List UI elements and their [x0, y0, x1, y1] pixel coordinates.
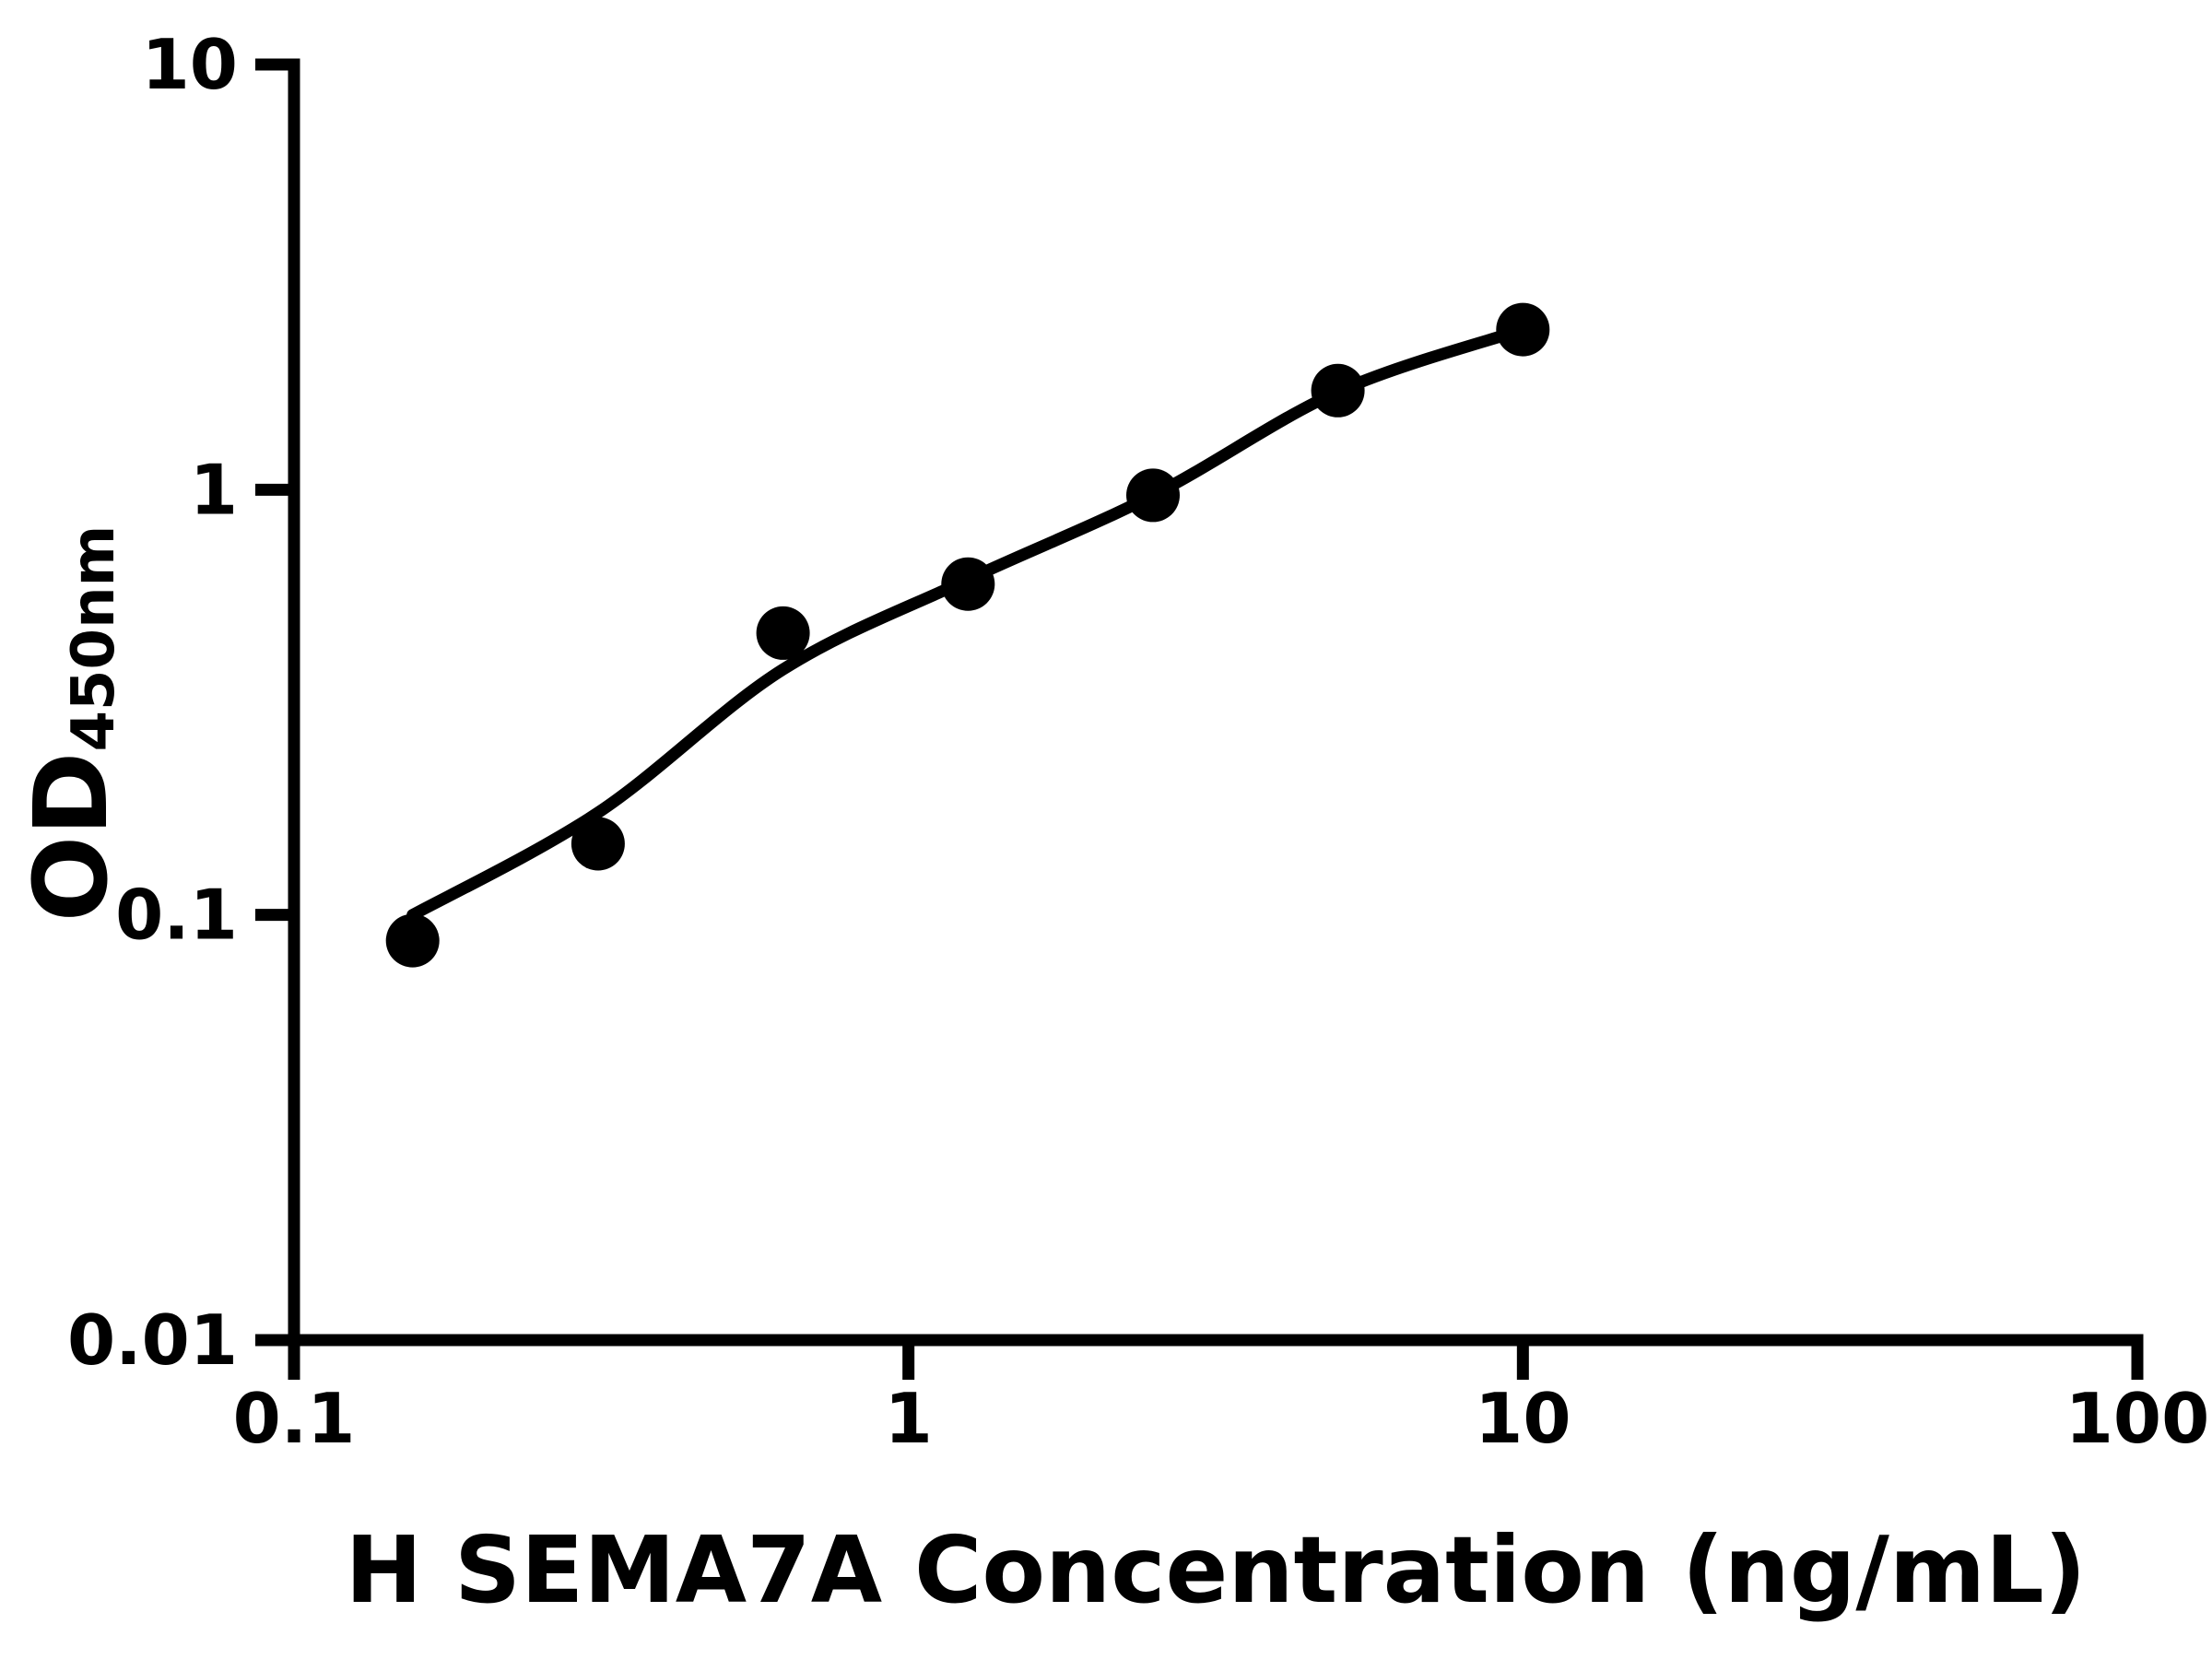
data-point [756, 606, 810, 660]
y-axis-title-main: OD [12, 752, 130, 923]
y-axis-title: OD450nm [12, 525, 130, 923]
data-point [385, 913, 440, 968]
data-point [571, 817, 625, 871]
x-tick-label: 10 [1475, 1378, 1571, 1459]
y-tick-label: 1 [190, 449, 238, 530]
data-point [1311, 363, 1365, 418]
y-tick-label: 0.01 [67, 1300, 238, 1381]
y-tick-label: 10 [142, 24, 238, 105]
data-point [1496, 302, 1550, 357]
x-tick-label: 1 [885, 1378, 933, 1459]
y-axis-title-subscript: 450nm [60, 525, 128, 752]
x-tick-label: 100 [2065, 1378, 2210, 1459]
data-point [1126, 468, 1180, 523]
x-tick-label: 0.1 [233, 1378, 356, 1459]
y-tick-label: 0.1 [115, 875, 238, 956]
x-axis-title: H SEMA7A Concentration (ng/mL) [345, 1516, 2086, 1624]
data-point [941, 557, 995, 611]
